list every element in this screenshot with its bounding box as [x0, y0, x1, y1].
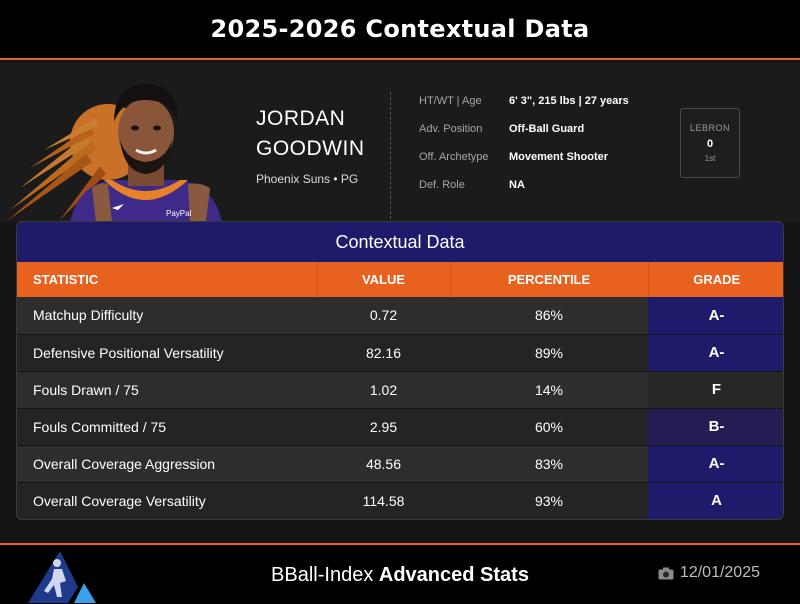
row-value: 0.72: [317, 297, 450, 335]
row-value: 1.02: [317, 371, 450, 409]
row-grade: A-: [648, 445, 783, 483]
page-title: 2025-2026 Contextual Data: [210, 15, 590, 43]
player-card: PayPal JORDAN GOODWIN Phoenix Suns • PG …: [0, 62, 800, 224]
contextual-data-panel: Contextual Data STATISTIC VALUE PERCENTI…: [16, 221, 784, 520]
row-statistic: Defensive Positional Versatility: [17, 334, 317, 372]
bball-index-logo-icon: [28, 551, 96, 603]
row-percentile: 83%: [450, 445, 648, 483]
table-row: Overall Coverage Versatility 114.58 93% …: [17, 482, 783, 519]
info-value-position: Off-Ball Guard: [509, 123, 585, 135]
lebron-rank: 1st: [704, 154, 716, 163]
info-value-archetype: Movement Shooter: [509, 151, 609, 163]
camera-icon: [658, 567, 674, 579]
table-row: Fouls Committed / 75 2.95 60% B-: [17, 408, 783, 446]
divider: [390, 92, 391, 224]
column-header-percentile: PERCENTILE: [450, 262, 649, 297]
footer-date: 12/01/2025: [658, 564, 760, 582]
info-value-htwt: 6' 3", 215 lbs | 27 years: [509, 95, 629, 107]
header-bar: 2025-2026 Contextual Data: [0, 0, 800, 60]
info-label-def-role: Def. Role: [419, 179, 465, 191]
info-label-position: Adv. Position: [419, 123, 483, 135]
row-grade: A-: [648, 297, 783, 335]
row-statistic: Fouls Committed / 75: [17, 408, 317, 446]
table-row: Defensive Positional Versatility 82.16 8…: [17, 334, 783, 372]
row-percentile: 60%: [450, 408, 648, 446]
suns-logo-icon: [8, 104, 146, 220]
stats-table: STATISTIC VALUE PERCENTILE GRADE Matchup…: [17, 262, 783, 519]
table-row: Fouls Drawn / 75 1.02 14% F: [17, 371, 783, 409]
footer-bar: BBall-Index Advanced Stats 12/01/2025: [0, 543, 800, 604]
column-header-grade: GRADE: [648, 262, 783, 297]
row-value: 114.58: [317, 482, 450, 519]
row-grade: F: [648, 371, 783, 409]
player-headshot: PayPal: [8, 84, 222, 222]
info-value-def-role: NA: [509, 179, 525, 191]
player-first-name: JORDAN: [256, 107, 346, 130]
player-info-grid: HT/WT | Age 6' 3", 215 lbs | 27 years Ad…: [419, 94, 689, 193]
row-percentile: 86%: [450, 297, 648, 335]
lebron-value: 0: [706, 138, 714, 150]
row-percentile: 14%: [450, 371, 648, 409]
row-statistic: Fouls Drawn / 75: [17, 371, 317, 409]
row-grade: A-: [648, 334, 783, 372]
panel-title: Contextual Data: [17, 222, 783, 262]
footer-brand: BBall-Index Advanced Stats: [0, 564, 800, 587]
row-value: 82.16: [317, 334, 450, 372]
jersey-sponsor: PayPal: [166, 209, 192, 218]
player-name-block: JORDAN GOODWIN Phoenix Suns • PG: [256, 104, 365, 186]
row-percentile: 89%: [450, 334, 648, 372]
player-team-position: Phoenix Suns • PG: [256, 172, 359, 186]
info-label-archetype: Off. Archetype: [419, 151, 489, 163]
table-header-row: STATISTIC VALUE PERCENTILE GRADE: [17, 262, 783, 297]
row-statistic: Overall Coverage Versatility: [17, 482, 317, 519]
row-statistic: Overall Coverage Aggression: [17, 445, 317, 483]
brand-tagline: Advanced Stats: [378, 564, 529, 586]
row-grade: B-: [648, 408, 783, 446]
lebron-label: LEBRON: [689, 123, 730, 133]
row-value: 2.95: [317, 408, 450, 446]
table-row: Overall Coverage Aggression 48.56 83% A-: [17, 445, 783, 483]
lebron-badge: LEBRON 0 1st: [680, 108, 740, 178]
column-header-statistic: STATISTIC: [17, 262, 318, 297]
column-header-value: VALUE: [317, 262, 451, 297]
brand-name: BBall-Index: [271, 564, 374, 586]
table-row: Matchup Difficulty 0.72 86% A-: [17, 297, 783, 335]
player-last-name: GOODWIN: [256, 137, 365, 160]
row-percentile: 93%: [450, 482, 648, 519]
row-grade: A: [648, 482, 783, 519]
row-value: 48.56: [317, 445, 450, 483]
date-text: 12/01/2025: [679, 564, 760, 581]
info-label-htwt: HT/WT | Age: [419, 95, 482, 107]
row-statistic: Matchup Difficulty: [17, 297, 317, 335]
swoosh-icon: [112, 204, 124, 210]
